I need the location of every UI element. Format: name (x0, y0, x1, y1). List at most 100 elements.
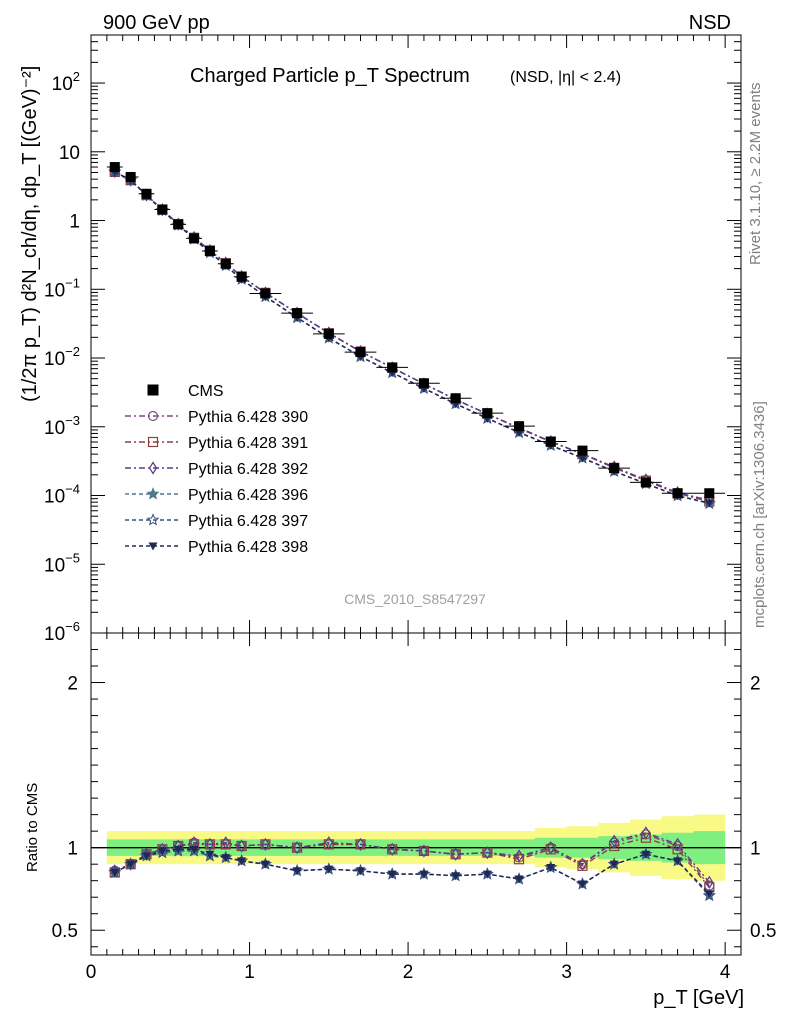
ratio-point (514, 849, 524, 863)
ratio-y-tick-label: 1 (750, 839, 761, 860)
x-tick-label: 0 (86, 962, 97, 983)
y-tick-label: 10−6 (44, 619, 80, 645)
series-line (114, 171, 710, 505)
ratio-point (221, 854, 231, 863)
cms-point (640, 477, 651, 488)
y-axis-label: (1/2π p_T) d²N_ch/dη, dp_T [(GeV)⁻²] (19, 66, 41, 402)
cms-point (189, 233, 200, 244)
legend-label: Pythia 6.428 392 (188, 461, 308, 478)
cms-point (125, 171, 136, 182)
series-line (114, 171, 710, 504)
ratio-point (260, 860, 270, 869)
x-tick-label: 4 (720, 962, 731, 983)
ratio-series-line (114, 848, 710, 895)
ratio-point (205, 850, 215, 859)
cms-point (387, 362, 398, 373)
legend-label: Pythia 6.428 391 (188, 435, 308, 452)
cms-point (545, 436, 556, 447)
ratio-point (546, 841, 555, 855)
ratio-point (609, 860, 619, 869)
cms-point (173, 219, 184, 230)
ratio-point (451, 872, 461, 881)
cms-point (672, 488, 683, 499)
mcplots-label: mcplots.cern.ch [arXiv:1306.3436] (751, 401, 768, 628)
cms-point (482, 408, 493, 419)
legend-marker (146, 513, 160, 526)
ratio-point (673, 857, 683, 866)
ratio-point (356, 867, 366, 876)
cms-point (220, 258, 231, 269)
legend-label: Pythia 6.428 390 (188, 409, 308, 426)
y-tick-label: 10−4 (44, 482, 80, 508)
legend-marker (146, 487, 160, 500)
ratio-panel: 0 1 2 3 4 0.5 0.5 1 1 2 2 (52, 35, 776, 983)
cms-point (141, 188, 152, 199)
legend-label: Pythia 6.428 396 (188, 487, 308, 504)
cms-point (109, 162, 120, 173)
ratio-y-tick-label: 2 (750, 674, 761, 695)
cms-point (450, 393, 461, 404)
header-left: 900 GeV pp (103, 12, 210, 34)
cms-point (292, 308, 303, 319)
y-tick-label: 10 (59, 143, 80, 164)
ratio-point (705, 875, 714, 889)
legend-marker (148, 461, 158, 475)
ratio-point (173, 845, 183, 854)
legend-label: Pythia 6.428 397 (188, 513, 308, 530)
y-tick-label: 1 (69, 212, 80, 233)
ratio-point (324, 865, 334, 874)
legend-label: Pythia 6.428 398 (188, 539, 308, 556)
ratio-point (387, 870, 397, 879)
ratio-point (292, 867, 302, 876)
ratio-point (482, 870, 492, 879)
data-point (704, 499, 714, 508)
ratio-point (514, 875, 524, 884)
cms-point (577, 445, 588, 456)
ratio-point (126, 860, 136, 869)
x-tick-label: 2 (403, 962, 414, 983)
ratio-point (292, 841, 302, 855)
y-tick-label: 10−5 (44, 550, 80, 576)
y-tick-label: 10−2 (44, 344, 80, 370)
y-tick-label: 10−3 (44, 413, 80, 439)
main-panel: 10−6 10−5 10−4 10−3 10−2 10−1 1 10 102 (44, 34, 742, 645)
cms-point (204, 246, 215, 257)
cms-point (157, 204, 168, 215)
ratio-point (578, 857, 587, 871)
ratio-point (513, 854, 525, 865)
ratio-point (261, 837, 270, 851)
ratio-y-tick-label: 0.5 (750, 921, 776, 942)
cms-point (704, 488, 715, 499)
ratio-point (704, 890, 714, 899)
analysis-watermark: CMS_2010_S8547297 (344, 591, 486, 607)
legend: CMS Pythia 6.428 390 Pythia 6.428 391 Pythi… (125, 383, 308, 556)
ratio-point (141, 852, 151, 861)
cms-point (323, 328, 334, 339)
ratio-point (388, 842, 397, 856)
legend-marker (148, 542, 158, 551)
x-axis-label: p_T [GeV] (653, 987, 744, 1009)
ratio-point (546, 863, 556, 872)
ratio-point (356, 837, 365, 851)
ratio-point (419, 870, 429, 879)
rivet-label: Rivet 3.1.10, ≥ 2.2M events (747, 83, 764, 266)
cms-point (355, 347, 366, 358)
ratio-point (673, 837, 682, 851)
x-tick-label: 1 (244, 962, 255, 983)
legend-marker (147, 384, 159, 396)
ratio-point (609, 834, 619, 848)
ratio-point (189, 845, 199, 854)
ratio-point (237, 857, 247, 866)
ratio-point (641, 826, 651, 840)
chart-title: Charged Particle p_T Spectrum (190, 65, 470, 87)
ratio-point (110, 868, 120, 877)
chart-subtitle: (NSD, |η| < 2.4) (510, 69, 621, 86)
ratio-point (640, 832, 651, 843)
ratio-point (221, 836, 230, 850)
legend-marker (147, 436, 159, 448)
ratio-point (577, 880, 587, 889)
x-tick-label: 3 (561, 962, 572, 983)
legend-marker (147, 410, 159, 422)
cms-point (514, 421, 525, 432)
